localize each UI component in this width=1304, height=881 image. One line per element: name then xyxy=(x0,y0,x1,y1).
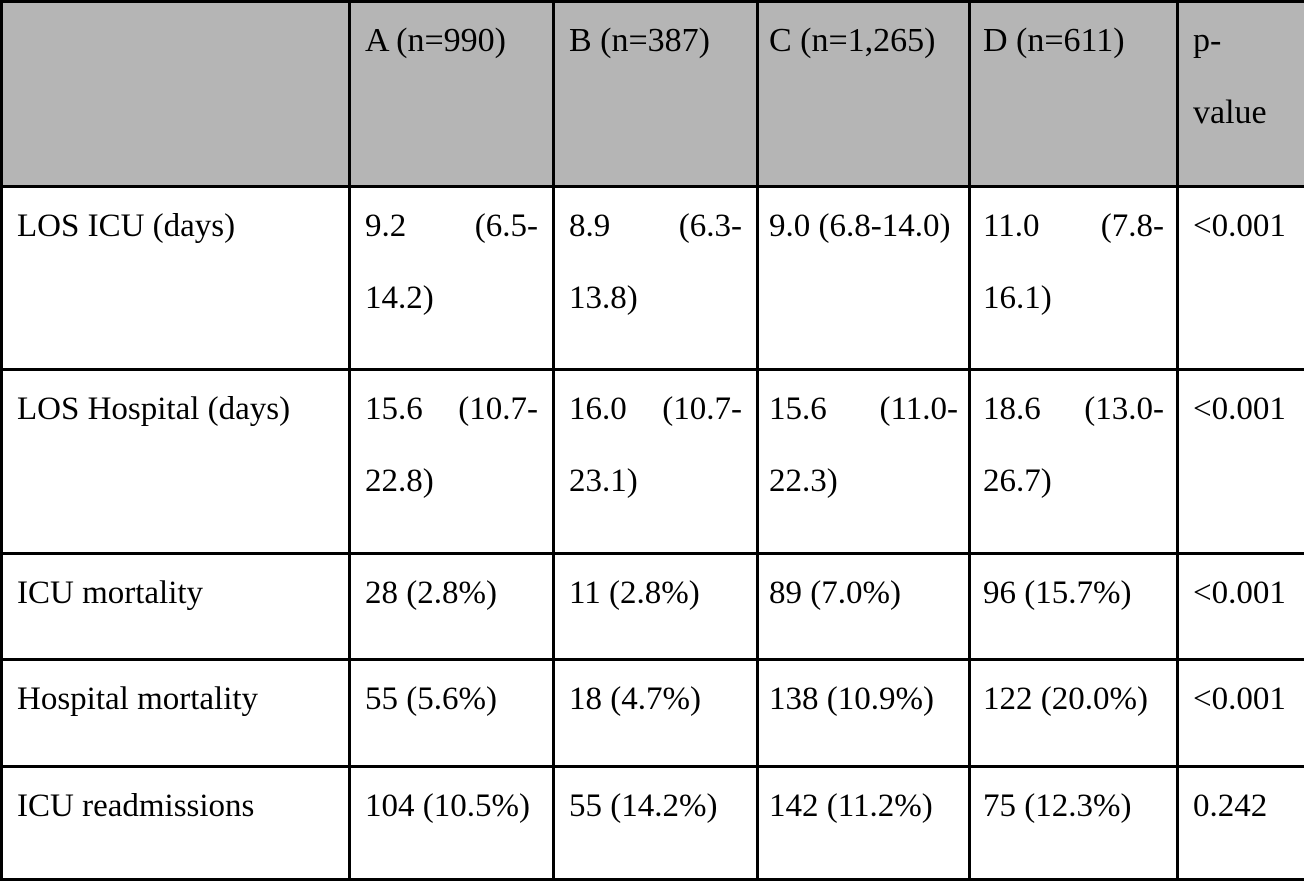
header-cell-group-c: C (n=1,265) xyxy=(758,2,970,187)
value-cell: 138 (10.9%) xyxy=(758,660,970,767)
header-cell-group-b: B (n=387) xyxy=(554,2,758,187)
row-label-cell: ICU readmissions xyxy=(2,767,350,880)
header-cell-group-a: A (n=990) xyxy=(350,2,554,187)
row-label-cell: LOS ICU (days) xyxy=(2,187,350,370)
value-cell: 75 (12.3%) xyxy=(970,767,1178,880)
value-cell: 28 (2.8%) xyxy=(350,554,554,660)
value-cell: 15.6 (11.0-22.3) xyxy=(758,370,970,554)
header-cell-p-value: p-value xyxy=(1178,2,1304,187)
table-row: LOS ICU (days)9.2 (6.5-14.2)8.9 (6.3-13.… xyxy=(2,187,1304,370)
value-cell: 96 (15.7%) xyxy=(970,554,1178,660)
value-cell: 8.9 (6.3-13.8) xyxy=(554,187,758,370)
value-cell: 55 (14.2%) xyxy=(554,767,758,880)
row-label-cell: LOS Hospital (days) xyxy=(2,370,350,554)
p-value-cell: 0.242 xyxy=(1178,767,1304,880)
value-cell: 18.6 (13.0-26.7) xyxy=(970,370,1178,554)
value-cell: 11 (2.8%) xyxy=(554,554,758,660)
value-cell: 55 (5.6%) xyxy=(350,660,554,767)
table-header: A (n=990) B (n=387) C (n=1,265) D (n=611… xyxy=(2,2,1304,187)
value-cell: 18 (4.7%) xyxy=(554,660,758,767)
value-cell: 16.0 (10.7-23.1) xyxy=(554,370,758,554)
value-cell: 9.2 (6.5-14.2) xyxy=(350,187,554,370)
value-cell: 122 (20.0%) xyxy=(970,660,1178,767)
row-label-cell: Hospital mortality xyxy=(2,660,350,767)
table-row: LOS Hospital (days)15.6 (10.7-22.8)16.0 … xyxy=(2,370,1304,554)
header-cell-empty xyxy=(2,2,350,187)
value-cell: 89 (7.0%) xyxy=(758,554,970,660)
row-label-cell: ICU mortality xyxy=(2,554,350,660)
p-value-cell: <0.001 xyxy=(1178,660,1304,767)
value-cell: 142 (11.2%) xyxy=(758,767,970,880)
value-cell: 15.6 (10.7-22.8) xyxy=(350,370,554,554)
p-value-cell: <0.001 xyxy=(1178,187,1304,370)
header-row: A (n=990) B (n=387) C (n=1,265) D (n=611… xyxy=(2,2,1304,187)
table-body: LOS ICU (days)9.2 (6.5-14.2)8.9 (6.3-13.… xyxy=(2,187,1304,880)
value-cell: 104 (10.5%) xyxy=(350,767,554,880)
value-cell: 9.0 (6.8-14.0) xyxy=(758,187,970,370)
p-value-cell: <0.001 xyxy=(1178,554,1304,660)
value-cell: 11.0 (7.8-16.1) xyxy=(970,187,1178,370)
p-value-cell: <0.001 xyxy=(1178,370,1304,554)
header-cell-group-d: D (n=611) xyxy=(970,2,1178,187)
